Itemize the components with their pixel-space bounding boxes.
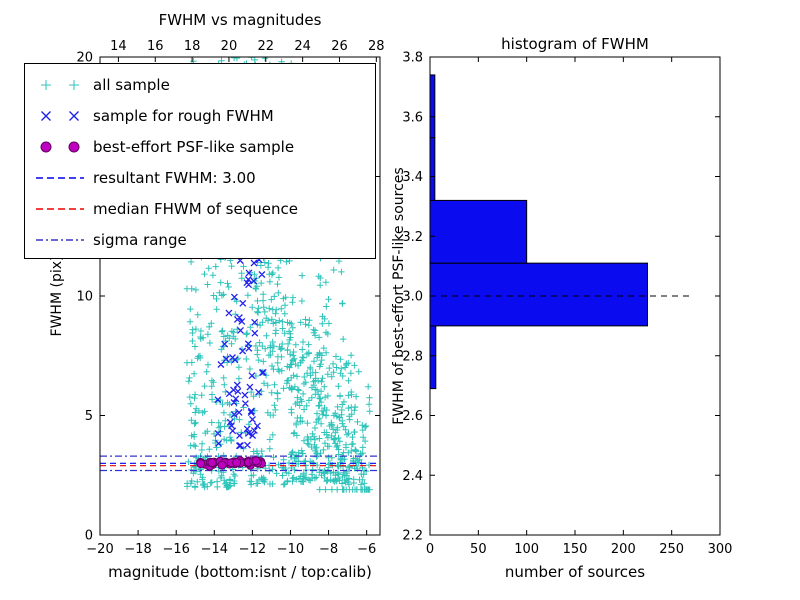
svg-text:−6: −6 (357, 542, 376, 557)
svg-text:28: 28 (368, 39, 385, 54)
svg-text:3.6: 3.6 (402, 110, 423, 125)
svg-text:3.4: 3.4 (402, 170, 423, 185)
svg-text:−14: −14 (201, 542, 228, 557)
legend-item-label: sigma range (93, 230, 187, 249)
svg-text:−18: −18 (124, 542, 151, 557)
left-ylabel: FWHM (pix) (49, 255, 65, 337)
svg-text:−20: −20 (86, 542, 113, 557)
all-sample-marker-icon (41, 79, 79, 90)
median-fwhm-line-icon (36, 207, 84, 210)
left-plot-title: FWHM vs magnitudes (158, 11, 322, 29)
svg-text:2.6: 2.6 (402, 409, 423, 424)
svg-text:250: 250 (659, 542, 684, 557)
right-plot-title: histogram of FWHM (501, 35, 649, 53)
right-ylabel: FWHM of best-effort PSF-like sources (391, 167, 407, 425)
legend-item-label: sample for rough FWHM (93, 106, 274, 125)
svg-text:5: 5 (85, 409, 93, 424)
left-plot-series (100, 57, 380, 493)
svg-text:2.4: 2.4 (402, 469, 423, 484)
legend-item-rough-fwhm: sample for rough FWHM (33, 100, 375, 131)
svg-text:20: 20 (221, 39, 238, 54)
svg-text:100: 100 (514, 542, 539, 557)
svg-text:50: 50 (470, 542, 487, 557)
resultant-fwhm-line-icon (36, 176, 84, 179)
right-xlabel: number of sources (504, 563, 646, 581)
svg-text:0: 0 (426, 542, 434, 557)
svg-text:3.0: 3.0 (402, 290, 423, 305)
legend-item-median-fwhm: median FHWM of sequence (33, 193, 375, 224)
svg-text:20: 20 (76, 51, 93, 66)
series-psf-like (196, 456, 266, 471)
legend-item-all-sample: all sample (33, 69, 375, 100)
svg-text:−8: −8 (319, 542, 338, 557)
legend-item-label: resultant FWHM: 3.00 (93, 168, 256, 187)
svg-text:10: 10 (76, 290, 93, 305)
legend-item-resultant-fwhm: resultant FWHM: 3.00 (33, 162, 375, 193)
rough-fwhm-marker-icon (41, 110, 79, 121)
svg-text:200: 200 (611, 542, 636, 557)
legend: all sample sample for rough FWHM best-effo… (24, 63, 376, 259)
svg-text:2.8: 2.8 (402, 349, 423, 364)
svg-text:−12: −12 (239, 542, 266, 557)
svg-text:−16: −16 (162, 542, 189, 557)
svg-text:300: 300 (708, 542, 733, 557)
legend-item-label: best-effort PSF-like sample (93, 137, 295, 156)
svg-text:26: 26 (331, 39, 348, 54)
svg-text:14: 14 (110, 39, 127, 54)
psf-like-marker-icon (40, 141, 80, 152)
svg-text:−10: −10 (277, 542, 304, 557)
legend-item-label: median FHWM of sequence (93, 199, 298, 218)
svg-text:0: 0 (85, 529, 93, 544)
svg-text:18: 18 (184, 39, 201, 54)
legend-item-label: all sample (93, 75, 170, 94)
left-xlabel: magnitude (bottom:isnt / top:calib) (108, 563, 372, 581)
sigma-range-line-icon (36, 238, 84, 241)
svg-text:2.2: 2.2 (402, 529, 423, 544)
tick-labels: −20 −18 −16 −14 −12 −10 −8 −6 14 16 18 20 22 24 26 28 0 5… (76, 39, 732, 557)
svg-text:22: 22 (258, 39, 275, 54)
legend-item-psf-like: best-effort PSF-like sample (33, 131, 375, 162)
series-rough-fwhm (214, 226, 267, 450)
svg-text:16: 16 (147, 39, 164, 54)
svg-text:3.8: 3.8 (402, 51, 423, 66)
legend-item-sigma-range: sigma range (33, 224, 375, 255)
svg-text:150: 150 (563, 542, 588, 557)
histogram-bars (429, 74, 648, 390)
svg-text:3.2: 3.2 (402, 230, 423, 245)
svg-text:24: 24 (294, 39, 311, 54)
